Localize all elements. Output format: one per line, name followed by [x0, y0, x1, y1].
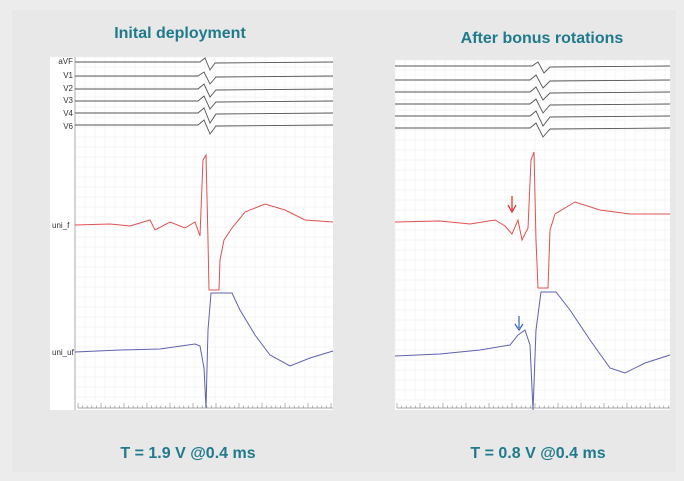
lead-label: V1	[63, 71, 73, 80]
lead-trace	[75, 95, 334, 110]
arrow	[514, 316, 524, 332]
lead-trace	[75, 71, 334, 85]
uni-f-trace	[74, 153, 334, 291]
lead-trace	[395, 122, 671, 138]
uni-uf-trace	[74, 292, 334, 409]
uni-f-trace	[394, 151, 670, 289]
panel-bg	[395, 60, 670, 410]
lead-trace	[75, 57, 334, 71]
lead-trace	[395, 98, 671, 114]
lead-label: uni_uf	[52, 348, 75, 357]
ruler	[77, 403, 333, 409]
lead-trace	[395, 110, 671, 127]
lead-trace	[395, 86, 671, 101]
lead-trace	[395, 61, 671, 74]
lead-label: aVF	[58, 57, 73, 66]
caption: T = 0.8 V @0.4 ms	[470, 445, 605, 462]
caption: T = 1.9 V @0.4 ms	[120, 445, 255, 462]
lead-trace	[75, 107, 334, 124]
lead-label: V4	[63, 109, 73, 118]
surface-leads	[75, 57, 334, 135]
ruler	[396, 403, 670, 409]
surface-leads	[395, 61, 671, 138]
grid	[394, 59, 670, 401]
lead-label: uni_f	[52, 221, 70, 230]
lead-trace	[75, 119, 334, 135]
right-panel	[394, 59, 671, 411]
lead-label: V2	[63, 84, 73, 93]
grid	[74, 56, 333, 400]
uni-uf-trace	[394, 291, 671, 411]
lead-trace	[395, 74, 671, 89]
arrow	[507, 196, 517, 214]
left-panel: aVF V1 V2 V3 V4 V6 uni_f uni_uf	[50, 56, 334, 410]
lead-label: V6	[63, 122, 73, 131]
panel-title: After bonus rotations	[461, 30, 624, 47]
panel-title: Inital deployment	[114, 25, 246, 42]
lead-trace	[75, 83, 334, 98]
lead-label: V3	[63, 96, 73, 105]
